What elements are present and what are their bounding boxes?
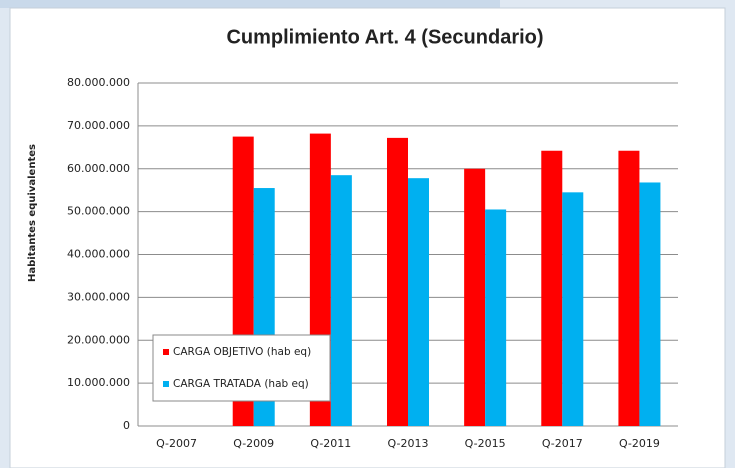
y-axis-label: Habitantes equivalentes — [27, 144, 38, 282]
x-tick-label: Q-2007 — [156, 437, 197, 450]
bar — [387, 137, 408, 426]
legend-swatch — [163, 349, 169, 355]
chart-panel — [9, 7, 726, 468]
y-tick-label: 10.000.000 — [67, 376, 130, 389]
bar — [562, 192, 584, 426]
x-tick-label: Q-2011 — [310, 437, 351, 450]
bar — [639, 182, 661, 426]
bar — [618, 150, 640, 426]
y-tick-label: 70.000.000 — [67, 119, 130, 132]
legend-box — [152, 334, 331, 402]
legend-swatch — [163, 381, 169, 387]
bar — [541, 150, 563, 426]
y-tick-label: 80.000.000 — [67, 76, 130, 89]
chart-title: Cumplimiento Art. 4 (Secundario) — [226, 26, 543, 48]
bar — [408, 178, 429, 426]
y-tick-label: 50.000.000 — [67, 205, 130, 218]
legend-label: CARGA OBJETIVO (hab eq) — [173, 346, 311, 358]
y-tick-label: 20.000.000 — [67, 333, 130, 346]
x-tick-label: Q-2009 — [233, 437, 274, 450]
y-tick-label: 0 — [123, 419, 130, 432]
bar — [464, 168, 486, 426]
x-tick-label: Q-2019 — [619, 437, 660, 450]
top-strip — [0, 0, 500, 8]
y-tick-label: 60.000.000 — [67, 162, 130, 175]
x-tick-label: Q-2015 — [465, 437, 506, 450]
legend-label: CARGA TRATADA (hab eq) — [173, 378, 309, 390]
x-tick-label: Q-2017 — [542, 437, 583, 450]
x-tick-label: Q-2013 — [388, 437, 429, 450]
bar — [485, 209, 507, 426]
bar — [330, 175, 352, 426]
y-tick-label: 40.000.000 — [67, 248, 130, 261]
y-tick-label: 30.000.000 — [67, 290, 130, 303]
